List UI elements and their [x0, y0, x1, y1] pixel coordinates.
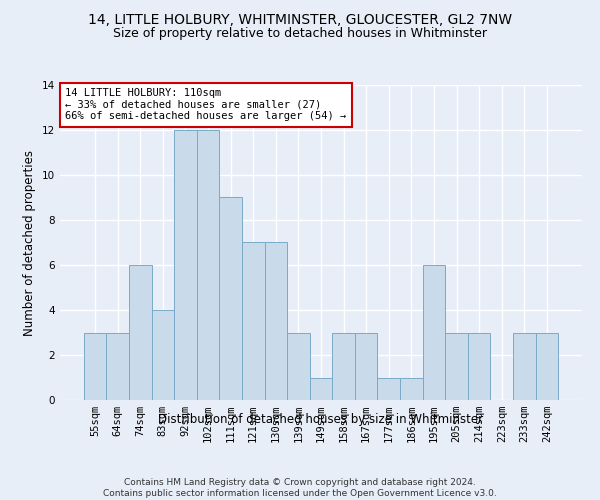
Bar: [422, 265, 445, 400]
Bar: [265, 242, 287, 400]
Y-axis label: Number of detached properties: Number of detached properties: [23, 150, 37, 336]
Bar: [445, 332, 468, 400]
Bar: [377, 378, 400, 400]
Bar: [152, 310, 174, 400]
Bar: [84, 332, 106, 400]
Bar: [468, 332, 490, 400]
Bar: [106, 332, 129, 400]
Bar: [332, 332, 355, 400]
Bar: [129, 265, 152, 400]
Text: Distribution of detached houses by size in Whitminster: Distribution of detached houses by size …: [158, 412, 484, 426]
Bar: [174, 130, 197, 400]
Bar: [197, 130, 220, 400]
Text: Contains HM Land Registry data © Crown copyright and database right 2024.
Contai: Contains HM Land Registry data © Crown c…: [103, 478, 497, 498]
Bar: [220, 198, 242, 400]
Text: 14 LITTLE HOLBURY: 110sqm
← 33% of detached houses are smaller (27)
66% of semi-: 14 LITTLE HOLBURY: 110sqm ← 33% of detac…: [65, 88, 346, 122]
Bar: [242, 242, 265, 400]
Bar: [513, 332, 536, 400]
Bar: [536, 332, 558, 400]
Bar: [287, 332, 310, 400]
Bar: [310, 378, 332, 400]
Text: 14, LITTLE HOLBURY, WHITMINSTER, GLOUCESTER, GL2 7NW: 14, LITTLE HOLBURY, WHITMINSTER, GLOUCES…: [88, 12, 512, 26]
Text: Size of property relative to detached houses in Whitminster: Size of property relative to detached ho…: [113, 28, 487, 40]
Bar: [355, 332, 377, 400]
Bar: [400, 378, 422, 400]
